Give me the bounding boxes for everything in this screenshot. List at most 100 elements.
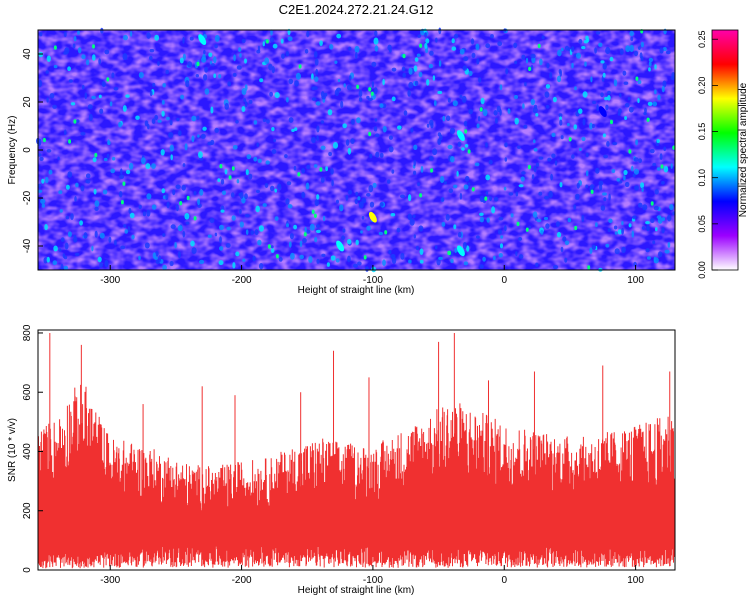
heatmap-spot: [592, 100, 597, 105]
heatmap-spot: [88, 114, 93, 121]
heatmap-spot: [656, 167, 661, 171]
heatmap-spot: [638, 158, 642, 164]
heatmap-spot: [517, 145, 521, 149]
heatmap-spot: [270, 185, 275, 192]
heatmap-spot: [124, 229, 129, 234]
heatmap-spot: [457, 231, 462, 238]
heatmap-spot: [435, 37, 438, 43]
heatmap-spot: [396, 227, 401, 233]
heatmap-spot: [99, 108, 104, 114]
heatmap-spot: [547, 157, 552, 162]
heatmap-spot: [361, 197, 367, 204]
heatmap-spot: [241, 38, 246, 44]
heatmap-spot: [145, 163, 151, 170]
colorbar-gradient: [711, 29, 739, 271]
heatmap-spot: [447, 144, 453, 150]
heatmap-spot: [53, 245, 58, 252]
heatmap-spot: [414, 57, 419, 62]
heatmap-spot: [221, 190, 227, 196]
heatmap-spot: [313, 213, 317, 218]
heatmap-spot: [232, 145, 238, 150]
heatmap-spot: [548, 190, 553, 199]
heatmap-spot: [522, 103, 525, 109]
heatmap-spot: [656, 139, 660, 143]
heatmap-spot: [77, 30, 80, 35]
heatmap-x-tick-label: -100: [363, 275, 383, 286]
heatmap-spot: [485, 43, 491, 49]
heatmap-spot: [659, 153, 663, 161]
heatmap-spot: [125, 94, 130, 98]
heatmap-spot: [166, 201, 170, 209]
heatmap-spot: [605, 104, 609, 111]
heatmap-spot: [452, 100, 458, 107]
heatmap-spot: [463, 261, 468, 266]
heatmap-spot: [101, 81, 106, 88]
heatmap-spot: [68, 79, 73, 83]
heatmap-spot: [564, 257, 568, 263]
heatmap-spot: [482, 256, 486, 262]
heatmap-spot: [341, 235, 345, 241]
snr-x-tick-label: -200: [232, 575, 252, 586]
heatmap-spot: [68, 139, 72, 144]
heatmap-spot: [408, 259, 412, 264]
heatmap-spot: [533, 147, 538, 152]
heatmap-spot: [337, 78, 341, 83]
heatmap-spot: [179, 201, 183, 206]
heatmap-spot: [515, 251, 518, 257]
heatmap-spot: [152, 252, 157, 259]
heatmap-spot: [614, 231, 618, 235]
heatmap-spot: [545, 104, 550, 109]
heatmap-hotspot: [336, 240, 345, 252]
heatmap-spot: [182, 230, 186, 238]
heatmap-spot: [459, 48, 465, 55]
heatmap-spot: [321, 253, 326, 257]
heatmap-spot: [273, 138, 276, 143]
heatmap-spot: [120, 168, 123, 175]
heatmap-x-tick-label: 100: [627, 275, 644, 286]
heatmap-spot: [413, 65, 418, 72]
heatmap-spot: [606, 141, 610, 147]
heatmap-spot: [288, 241, 292, 248]
heatmap-spot: [665, 50, 671, 55]
heatmap-spot: [602, 72, 606, 78]
heatmap-spot: [426, 123, 430, 128]
heatmap-spot: [598, 42, 603, 47]
heatmap-spot: [196, 61, 200, 67]
heatmap-spot: [671, 72, 675, 78]
heatmap-spot: [326, 262, 330, 267]
heatmap-spot: [649, 148, 655, 154]
heatmap-spot: [332, 142, 339, 149]
heatmap-spot: [573, 124, 578, 130]
heatmap-spot: [578, 108, 583, 114]
heatmap-spot: [630, 36, 634, 42]
heatmap-spot: [72, 43, 76, 49]
heatmap-spot: [613, 225, 618, 230]
heatmap-spot: [467, 182, 471, 187]
heatmap-spot: [63, 255, 68, 260]
heatmap-spot: [38, 153, 42, 157]
heatmap-spot: [525, 227, 529, 232]
heatmap-spot: [382, 78, 385, 86]
heatmap-spot: [141, 157, 146, 165]
heatmap-spot: [660, 164, 664, 169]
heatmap-spot: [191, 247, 197, 255]
heatmap-spot: [293, 165, 297, 171]
heatmap-spot: [135, 115, 140, 120]
heatmap-spot: [224, 103, 229, 110]
heatmap-spot: [503, 225, 507, 232]
heatmap-spot: [387, 179, 391, 184]
heatmap-spot: [38, 138, 42, 146]
heatmap-spot: [603, 154, 608, 159]
heatmap-spot: [236, 65, 242, 70]
heatmap-spot: [608, 193, 611, 201]
heatmap-spot: [114, 239, 117, 246]
heatmap-spot: [568, 137, 572, 142]
heatmap-spot: [210, 106, 214, 114]
heatmap-spot: [479, 107, 483, 112]
heatmap-spot: [182, 36, 185, 44]
heatmap-spot: [149, 55, 153, 61]
heatmap-spot: [193, 216, 197, 221]
heatmap-spot: [355, 191, 359, 196]
heatmap-spot: [290, 252, 295, 260]
heatmap-spot: [623, 81, 629, 85]
